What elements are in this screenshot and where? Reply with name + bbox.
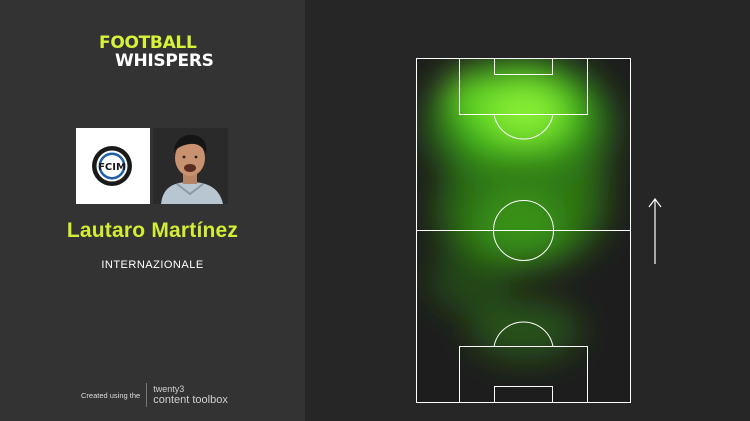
- credit-label: Created using the: [81, 390, 141, 400]
- heat-zone: [487, 84, 563, 140]
- club-name: INTERNAZIONALE: [101, 259, 204, 271]
- attack-direction-arrow-icon: [648, 198, 662, 264]
- player-name: Lautaro Martínez: [66, 219, 239, 242]
- bottom-penalty-arc: [493, 321, 554, 347]
- credit-divider: [146, 383, 148, 407]
- heatmap-panel: [305, 0, 750, 421]
- toolbox-brand-bottom: content toolbox: [153, 394, 228, 406]
- center-circle: [493, 200, 554, 261]
- logo-line-1: FOOTBALL: [99, 33, 197, 53]
- logo-line-2: WHISPERS: [115, 51, 214, 71]
- top-goal-area: [494, 58, 553, 75]
- credit-footer: Created using the twenty3 content toolbo…: [81, 382, 228, 408]
- heat-zone: [445, 73, 495, 117]
- info-panel: FOOTBALL WHISPERS FCIM: [0, 0, 305, 421]
- bottom-goal-area: [494, 386, 553, 403]
- heat-zone: [540, 140, 610, 220]
- heat-zone: [470, 190, 570, 260]
- crest-letters: FCIM: [98, 162, 126, 173]
- football-whispers-logo: FOOTBALL WHISPERS: [99, 33, 214, 71]
- toolbox-logo: twenty3 content toolbox: [153, 384, 228, 406]
- crest-inner: [101, 155, 123, 177]
- inter-crest-icon: FCIM: [92, 146, 132, 186]
- club-crest-card: FCIM: [76, 128, 150, 204]
- top-penalty-arc: [493, 114, 554, 140]
- player-photo: [153, 128, 228, 204]
- toolbox-brand-top: twenty3: [153, 384, 185, 394]
- pitch-heatmap: [416, 58, 662, 403]
- heat-zone: [470, 300, 580, 360]
- player-avatar-icon: [153, 128, 228, 204]
- heat-zone: [430, 245, 510, 315]
- pitch-lines: [416, 58, 631, 403]
